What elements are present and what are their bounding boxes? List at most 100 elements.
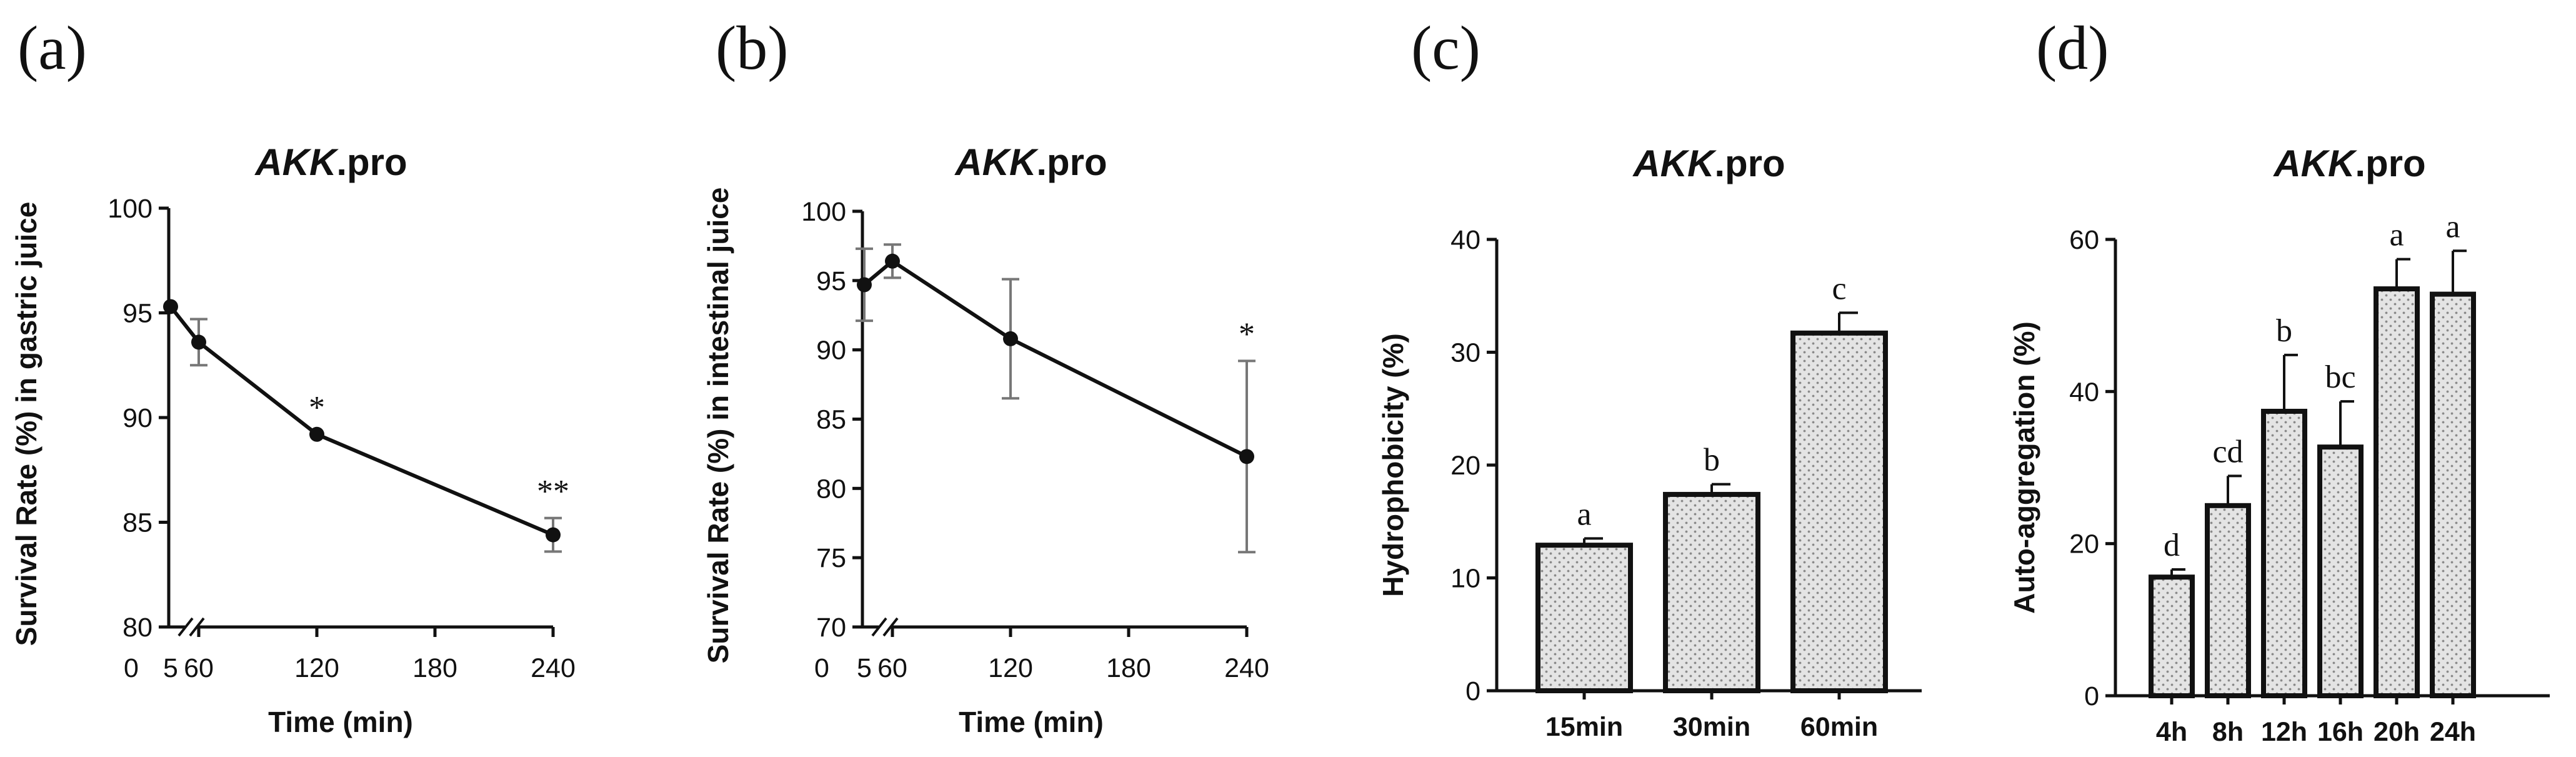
- x-tick-label: 5: [163, 653, 178, 683]
- y-tick-label: 95: [816, 266, 846, 296]
- group-letter-label: a: [2445, 209, 2460, 244]
- chart-title-italic: AKK: [254, 141, 339, 183]
- x-tick-label: 5: [857, 653, 872, 683]
- panel-d-chart: AKK.pro 0 20 40 60 Auto-aggregation (%) d 4h cd 8…: [2008, 143, 2550, 747]
- x-tick-label: 60min: [1800, 712, 1878, 742]
- panel-letter-c: (c): [1411, 13, 1480, 83]
- data-point: [191, 334, 206, 350]
- significance-label: *: [309, 390, 325, 426]
- chart-title-italic: AKK: [1632, 143, 1717, 184]
- bar: [2261, 408, 2307, 698]
- y-tick-label: 10: [1450, 564, 1480, 594]
- x-tick-label: 120: [294, 653, 339, 683]
- bar: [1535, 543, 1633, 694]
- bar: [2149, 574, 2195, 699]
- series-line: [863, 259, 1248, 459]
- chart-title-rest: .pro: [2355, 143, 2425, 184]
- chart-title: AKK.pro: [1632, 143, 1785, 184]
- panel-b-chart: AKK.pro 70 75 80 85 90 95 100 0 5 60 120 180 240 Time …: [702, 141, 1269, 738]
- panel-letter-b: (b): [716, 13, 789, 83]
- x-tick-label: 240: [1224, 653, 1269, 683]
- bar: [2374, 286, 2420, 699]
- x-tick-label: 30min: [1673, 712, 1750, 742]
- chart-title-italic: AKK: [2272, 143, 2357, 184]
- x-tick-label: 0: [814, 653, 829, 683]
- panel-a-chart: AKK.pro 80 85 90 95 100 0 5 60 120 180 240 Time (min…: [10, 141, 576, 738]
- x-tick-label: 0: [124, 653, 139, 683]
- panel-c-chart: AKK.pro 0 10 20 30 40 Hydrophobicity (%) a 15min…: [1377, 143, 1922, 742]
- x-axis-label: Time (min): [268, 706, 413, 738]
- x-tick-label: 120: [988, 653, 1033, 683]
- group-letter-label: a: [2389, 218, 2404, 253]
- y-tick-label: 20: [2069, 529, 2099, 559]
- x-tick-label: 60: [877, 653, 907, 683]
- y-axis-label: Hydrophobicity (%): [1377, 333, 1409, 597]
- x-tick-label: 8h: [2212, 717, 2244, 747]
- group-letter-label: bc: [2325, 359, 2355, 395]
- y-tick-label: 0: [1465, 676, 1480, 706]
- x-tick-label: 16h: [2317, 717, 2364, 747]
- y-tick-label: 75: [816, 543, 846, 573]
- y-axis-label: Survival Rate (%) in gastric juice: [10, 202, 42, 646]
- y-tick-label: 85: [122, 508, 152, 538]
- data-point: [309, 426, 324, 442]
- group-letter-label: b: [2276, 313, 2292, 349]
- x-tick-label: 15min: [1545, 712, 1623, 742]
- x-tick-label: 24h: [2430, 717, 2476, 747]
- chart-title: AKK.pro: [254, 141, 407, 183]
- y-tick-label: 60: [2069, 225, 2099, 255]
- y-tick-label: 40: [2069, 377, 2099, 407]
- y-tick-label: 40: [1450, 225, 1480, 255]
- group-letter-label: b: [1704, 443, 1720, 478]
- x-axis-break-mark: [177, 617, 194, 637]
- data-point: [1003, 331, 1018, 346]
- group-letter-label: a: [1577, 496, 1591, 532]
- x-tick-label: 60: [184, 653, 214, 683]
- y-tick-label: 95: [122, 299, 152, 329]
- group-letter-label: cd: [2212, 434, 2243, 469]
- y-tick-label: 100: [801, 197, 846, 227]
- x-axis-break-mark: [189, 617, 205, 637]
- group-letter-label: d: [2164, 528, 2180, 563]
- chart-title-rest: .pro: [1036, 141, 1107, 183]
- chart-title: AKK.pro: [954, 141, 1107, 183]
- significance-label: *: [1239, 316, 1255, 352]
- bar: [2205, 503, 2251, 698]
- y-tick-label: 0: [2084, 681, 2099, 711]
- series-line: [169, 305, 554, 537]
- bar: [2317, 444, 2364, 699]
- y-axis-label: Auto-aggregation (%): [2008, 321, 2040, 614]
- y-tick-label: 90: [122, 403, 152, 433]
- y-tick-label: 30: [1450, 338, 1480, 368]
- x-tick-label: 180: [412, 653, 457, 683]
- data-point: [885, 253, 900, 269]
- x-axis-break-mark: [871, 617, 887, 637]
- data-point: [546, 527, 561, 543]
- data-point: [857, 277, 872, 293]
- y-tick-label: 20: [1450, 451, 1480, 481]
- x-axis-break-mark: [882, 617, 899, 637]
- data-point: [163, 299, 178, 314]
- group-letter-label: c: [1832, 271, 1846, 306]
- chart-title: AKK.pro: [2272, 143, 2425, 184]
- y-tick-label: 80: [122, 613, 152, 643]
- chart-title-rest: .pro: [1714, 143, 1785, 184]
- chart-title-rest: .pro: [336, 141, 407, 183]
- y-axis-label: Survival Rate (%) in intestinal juice: [702, 188, 734, 664]
- y-tick-label: 85: [816, 405, 846, 435]
- x-tick-label: 4h: [2156, 717, 2187, 747]
- bar: [2430, 291, 2476, 699]
- y-tick-label: 70: [816, 613, 846, 643]
- y-tick-label: 90: [816, 336, 846, 366]
- panel-letter-d: (d): [2036, 13, 2109, 83]
- bar: [1790, 330, 1888, 693]
- y-tick-label: 100: [107, 194, 152, 224]
- x-tick-label: 12h: [2261, 717, 2307, 747]
- chart-title-italic: AKK: [954, 141, 1039, 183]
- significance-label: **: [537, 474, 569, 509]
- bar: [1663, 491, 1760, 693]
- panel-letter-a: (a): [17, 13, 87, 83]
- y-tick-label: 80: [816, 474, 846, 504]
- x-tick-label: 20h: [2374, 717, 2420, 747]
